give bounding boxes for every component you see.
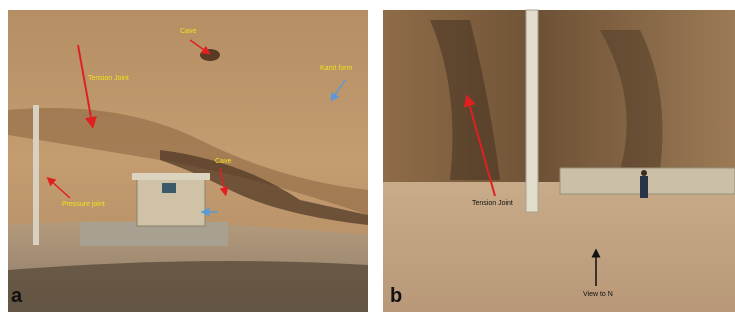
annotation: Karst form [320, 65, 352, 72]
annotation: Tension Joint [472, 200, 513, 207]
figure: Cave Tension Joint Karst form Cave Press… [0, 0, 735, 314]
annotation: Cave [180, 28, 196, 35]
pole [526, 10, 538, 212]
annotation: Tension Joint [88, 75, 129, 82]
cave [200, 49, 220, 61]
person-head [641, 170, 647, 176]
window [162, 183, 176, 193]
person [640, 176, 648, 198]
ground [383, 182, 735, 312]
panel-label: a [11, 285, 23, 307]
roof [132, 173, 210, 180]
annotation: View to N [583, 291, 613, 298]
pole [33, 105, 39, 245]
shadow [8, 261, 368, 312]
annotation: Pressure joint [62, 201, 105, 208]
panel-a: Cave Tension Joint Karst form Cave Press… [8, 10, 368, 312]
panel-b: Tension Joint View to N b [383, 10, 735, 312]
annotation: Cave [215, 158, 231, 165]
cliff [383, 10, 735, 190]
panel-label: b [390, 285, 402, 307]
